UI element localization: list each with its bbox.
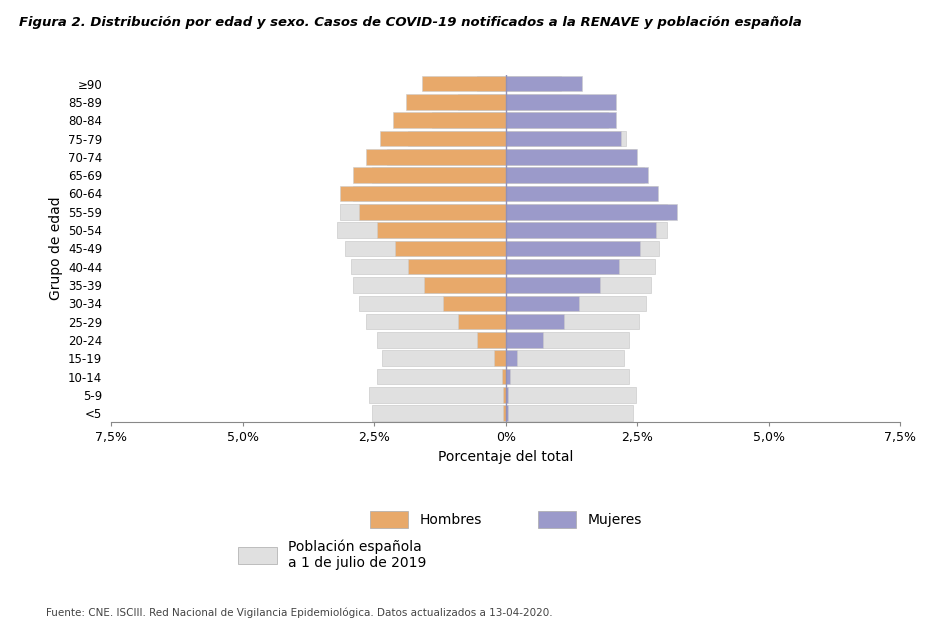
- Bar: [353, 186, 505, 201]
- Bar: [371, 168, 505, 183]
- Bar: [379, 131, 505, 147]
- Bar: [505, 277, 600, 292]
- Bar: [505, 186, 657, 201]
- Bar: [376, 332, 505, 348]
- Bar: [505, 222, 667, 238]
- Bar: [476, 332, 505, 348]
- Legend: Población española
a 1 de julio de 2019: Población española a 1 de julio de 2019: [233, 533, 431, 575]
- Bar: [337, 222, 505, 238]
- Bar: [505, 277, 651, 292]
- Bar: [505, 332, 629, 348]
- X-axis label: Porcentaje del total: Porcentaje del total: [438, 450, 573, 464]
- Bar: [353, 168, 505, 183]
- Bar: [505, 259, 654, 274]
- Bar: [502, 387, 505, 402]
- Bar: [424, 277, 505, 292]
- Bar: [505, 240, 639, 256]
- Bar: [405, 94, 505, 110]
- Bar: [505, 314, 638, 329]
- Bar: [387, 149, 505, 165]
- Bar: [505, 332, 542, 348]
- Bar: [376, 369, 505, 384]
- Bar: [505, 149, 637, 165]
- Bar: [502, 406, 505, 421]
- Text: Figura 2. Distribución por edad y sexo. Casos de COVID-19 notificados a la RENAV: Figura 2. Distribución por edad y sexo. …: [19, 16, 801, 29]
- Bar: [505, 350, 623, 366]
- Bar: [421, 76, 505, 91]
- Bar: [505, 387, 508, 402]
- Bar: [505, 296, 578, 311]
- Bar: [345, 240, 505, 256]
- Bar: [408, 131, 505, 147]
- Bar: [505, 240, 658, 256]
- Bar: [505, 406, 508, 421]
- Bar: [376, 222, 505, 238]
- Bar: [442, 296, 505, 311]
- Bar: [371, 406, 505, 421]
- Bar: [366, 149, 505, 165]
- Bar: [395, 240, 505, 256]
- Bar: [505, 350, 516, 366]
- Bar: [505, 369, 629, 384]
- Bar: [505, 112, 607, 128]
- Bar: [358, 296, 505, 311]
- Bar: [505, 131, 625, 147]
- Bar: [505, 168, 642, 183]
- Bar: [505, 94, 578, 110]
- Bar: [340, 186, 505, 201]
- Bar: [392, 112, 505, 128]
- Bar: [408, 259, 505, 274]
- Bar: [505, 369, 510, 384]
- Bar: [505, 76, 581, 91]
- Bar: [505, 296, 645, 311]
- Bar: [505, 168, 647, 183]
- Bar: [505, 204, 676, 220]
- Bar: [366, 314, 505, 329]
- Bar: [501, 369, 505, 384]
- Text: Fuente: CNE. ISCIII. Red Nacional de Vigilancia Epidemiológica. Datos actualizad: Fuente: CNE. ISCIII. Red Nacional de Vig…: [46, 607, 552, 618]
- Y-axis label: Grupo de edad: Grupo de edad: [48, 197, 62, 300]
- Bar: [505, 259, 618, 274]
- Bar: [432, 112, 505, 128]
- Bar: [505, 131, 621, 147]
- Bar: [505, 112, 616, 128]
- Bar: [476, 76, 505, 91]
- Bar: [350, 259, 505, 274]
- Bar: [353, 277, 505, 292]
- Bar: [505, 222, 654, 238]
- Bar: [505, 94, 616, 110]
- Bar: [505, 149, 636, 165]
- Bar: [505, 406, 632, 421]
- Bar: [505, 204, 666, 220]
- Bar: [358, 204, 505, 220]
- Bar: [505, 387, 636, 402]
- Bar: [494, 350, 505, 366]
- Bar: [505, 314, 563, 329]
- Bar: [369, 387, 505, 402]
- Bar: [458, 94, 505, 110]
- Bar: [382, 350, 505, 366]
- Bar: [505, 186, 656, 201]
- Bar: [505, 76, 560, 91]
- Bar: [458, 314, 505, 329]
- Bar: [340, 204, 505, 220]
